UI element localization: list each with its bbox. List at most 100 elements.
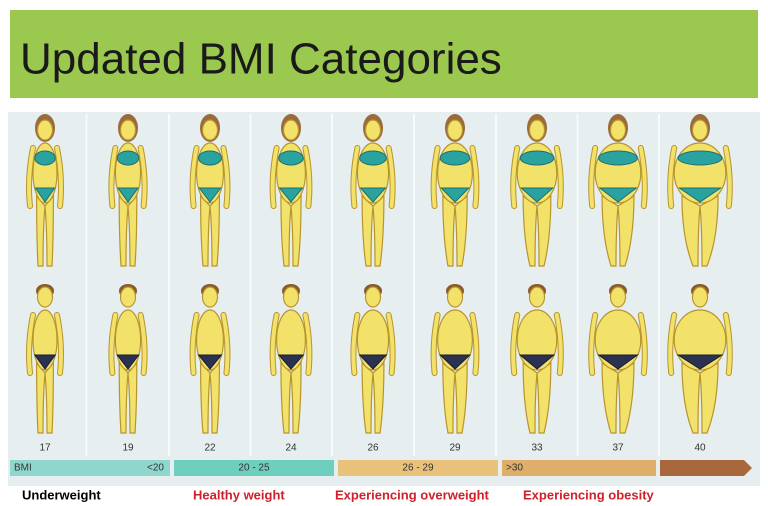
swimsuit-top bbox=[439, 150, 471, 166]
range-label: >30 bbox=[506, 463, 523, 474]
head bbox=[609, 286, 627, 308]
swimsuit-bottom bbox=[598, 187, 638, 203]
briefs bbox=[438, 354, 472, 370]
leg bbox=[127, 361, 138, 434]
leg bbox=[290, 194, 302, 267]
arm bbox=[190, 146, 199, 208]
briefs bbox=[597, 354, 639, 370]
arm bbox=[138, 313, 147, 375]
bmi-value: 33 bbox=[531, 443, 543, 454]
leg bbox=[209, 194, 221, 267]
band-underweight bbox=[10, 460, 170, 476]
arm bbox=[431, 146, 440, 208]
arm bbox=[470, 146, 479, 208]
leg bbox=[699, 361, 719, 434]
arm bbox=[109, 146, 118, 208]
arm bbox=[668, 313, 677, 375]
leg bbox=[699, 194, 719, 267]
briefs bbox=[358, 354, 388, 370]
briefs bbox=[33, 354, 57, 370]
swimsuit-top bbox=[34, 150, 56, 166]
arm bbox=[511, 146, 520, 208]
head bbox=[528, 286, 546, 308]
arm bbox=[190, 313, 199, 375]
title-bar bbox=[10, 10, 758, 98]
arm bbox=[589, 313, 598, 375]
bmi-value: 37 bbox=[612, 443, 624, 454]
band-arrow bbox=[660, 460, 752, 476]
leg bbox=[601, 194, 619, 267]
arm bbox=[303, 146, 312, 208]
head bbox=[446, 286, 464, 308]
swimsuit-top bbox=[198, 150, 222, 166]
range-label: 26 - 29 bbox=[402, 463, 434, 474]
leg bbox=[372, 361, 385, 434]
bar-label: BMI bbox=[14, 463, 32, 474]
category-label: Experiencing obesity bbox=[523, 487, 655, 502]
arm bbox=[138, 146, 147, 208]
leg bbox=[536, 194, 552, 267]
head bbox=[364, 286, 382, 308]
leg bbox=[118, 361, 129, 434]
range-label: <20 bbox=[147, 463, 164, 474]
arm bbox=[723, 313, 732, 375]
arm bbox=[351, 313, 360, 375]
bmi-value: 22 bbox=[204, 443, 216, 454]
head bbox=[528, 119, 546, 141]
range-label: 20 - 25 bbox=[238, 463, 270, 474]
leg bbox=[209, 361, 221, 434]
swimsuit-bottom bbox=[116, 187, 140, 203]
swimsuit-bottom bbox=[359, 187, 387, 203]
swimsuit-top bbox=[278, 150, 304, 166]
head bbox=[364, 119, 382, 141]
leg bbox=[44, 361, 55, 434]
arm bbox=[638, 146, 647, 208]
briefs bbox=[197, 354, 223, 370]
arm bbox=[386, 146, 395, 208]
leg bbox=[199, 361, 211, 434]
leg bbox=[199, 194, 211, 267]
leg bbox=[442, 194, 456, 267]
head bbox=[446, 119, 464, 141]
briefs bbox=[518, 354, 556, 370]
head bbox=[36, 286, 54, 308]
leg bbox=[617, 194, 635, 267]
leg bbox=[454, 361, 468, 434]
head bbox=[201, 286, 219, 308]
figures: 17 19 22 24 26 29 33 37 40 bbox=[26, 114, 733, 456]
band-healthy bbox=[174, 460, 334, 476]
leg bbox=[454, 194, 468, 267]
head bbox=[119, 119, 137, 141]
arm bbox=[431, 313, 440, 375]
head bbox=[201, 119, 219, 141]
leg bbox=[280, 194, 292, 267]
head bbox=[609, 119, 627, 141]
arm bbox=[638, 313, 647, 375]
leg bbox=[118, 194, 129, 267]
band-overweight bbox=[338, 460, 498, 476]
leg bbox=[522, 194, 538, 267]
swimsuit-bottom bbox=[439, 187, 471, 203]
bmi-scale-bar: BMI <20 20 - 25 26 - 29 >30 bbox=[10, 460, 752, 476]
bmi-value: 24 bbox=[285, 443, 297, 454]
leg bbox=[35, 194, 46, 267]
category-label: Healthy weight bbox=[193, 487, 285, 502]
arm bbox=[270, 146, 279, 208]
leg bbox=[681, 194, 701, 267]
swimsuit-bottom bbox=[519, 187, 555, 203]
arm bbox=[589, 146, 598, 208]
briefs bbox=[116, 354, 140, 370]
leg bbox=[536, 361, 552, 434]
arm bbox=[470, 313, 479, 375]
leg bbox=[442, 361, 456, 434]
swimsuit-top bbox=[677, 150, 723, 166]
swimsuit-bottom bbox=[278, 187, 304, 203]
leg bbox=[361, 361, 374, 434]
swimsuit-top bbox=[359, 150, 387, 166]
title: Updated BMI Categories bbox=[20, 35, 502, 84]
arm bbox=[27, 313, 35, 375]
arm bbox=[386, 313, 395, 375]
head bbox=[119, 286, 137, 308]
band-obese bbox=[502, 460, 656, 476]
